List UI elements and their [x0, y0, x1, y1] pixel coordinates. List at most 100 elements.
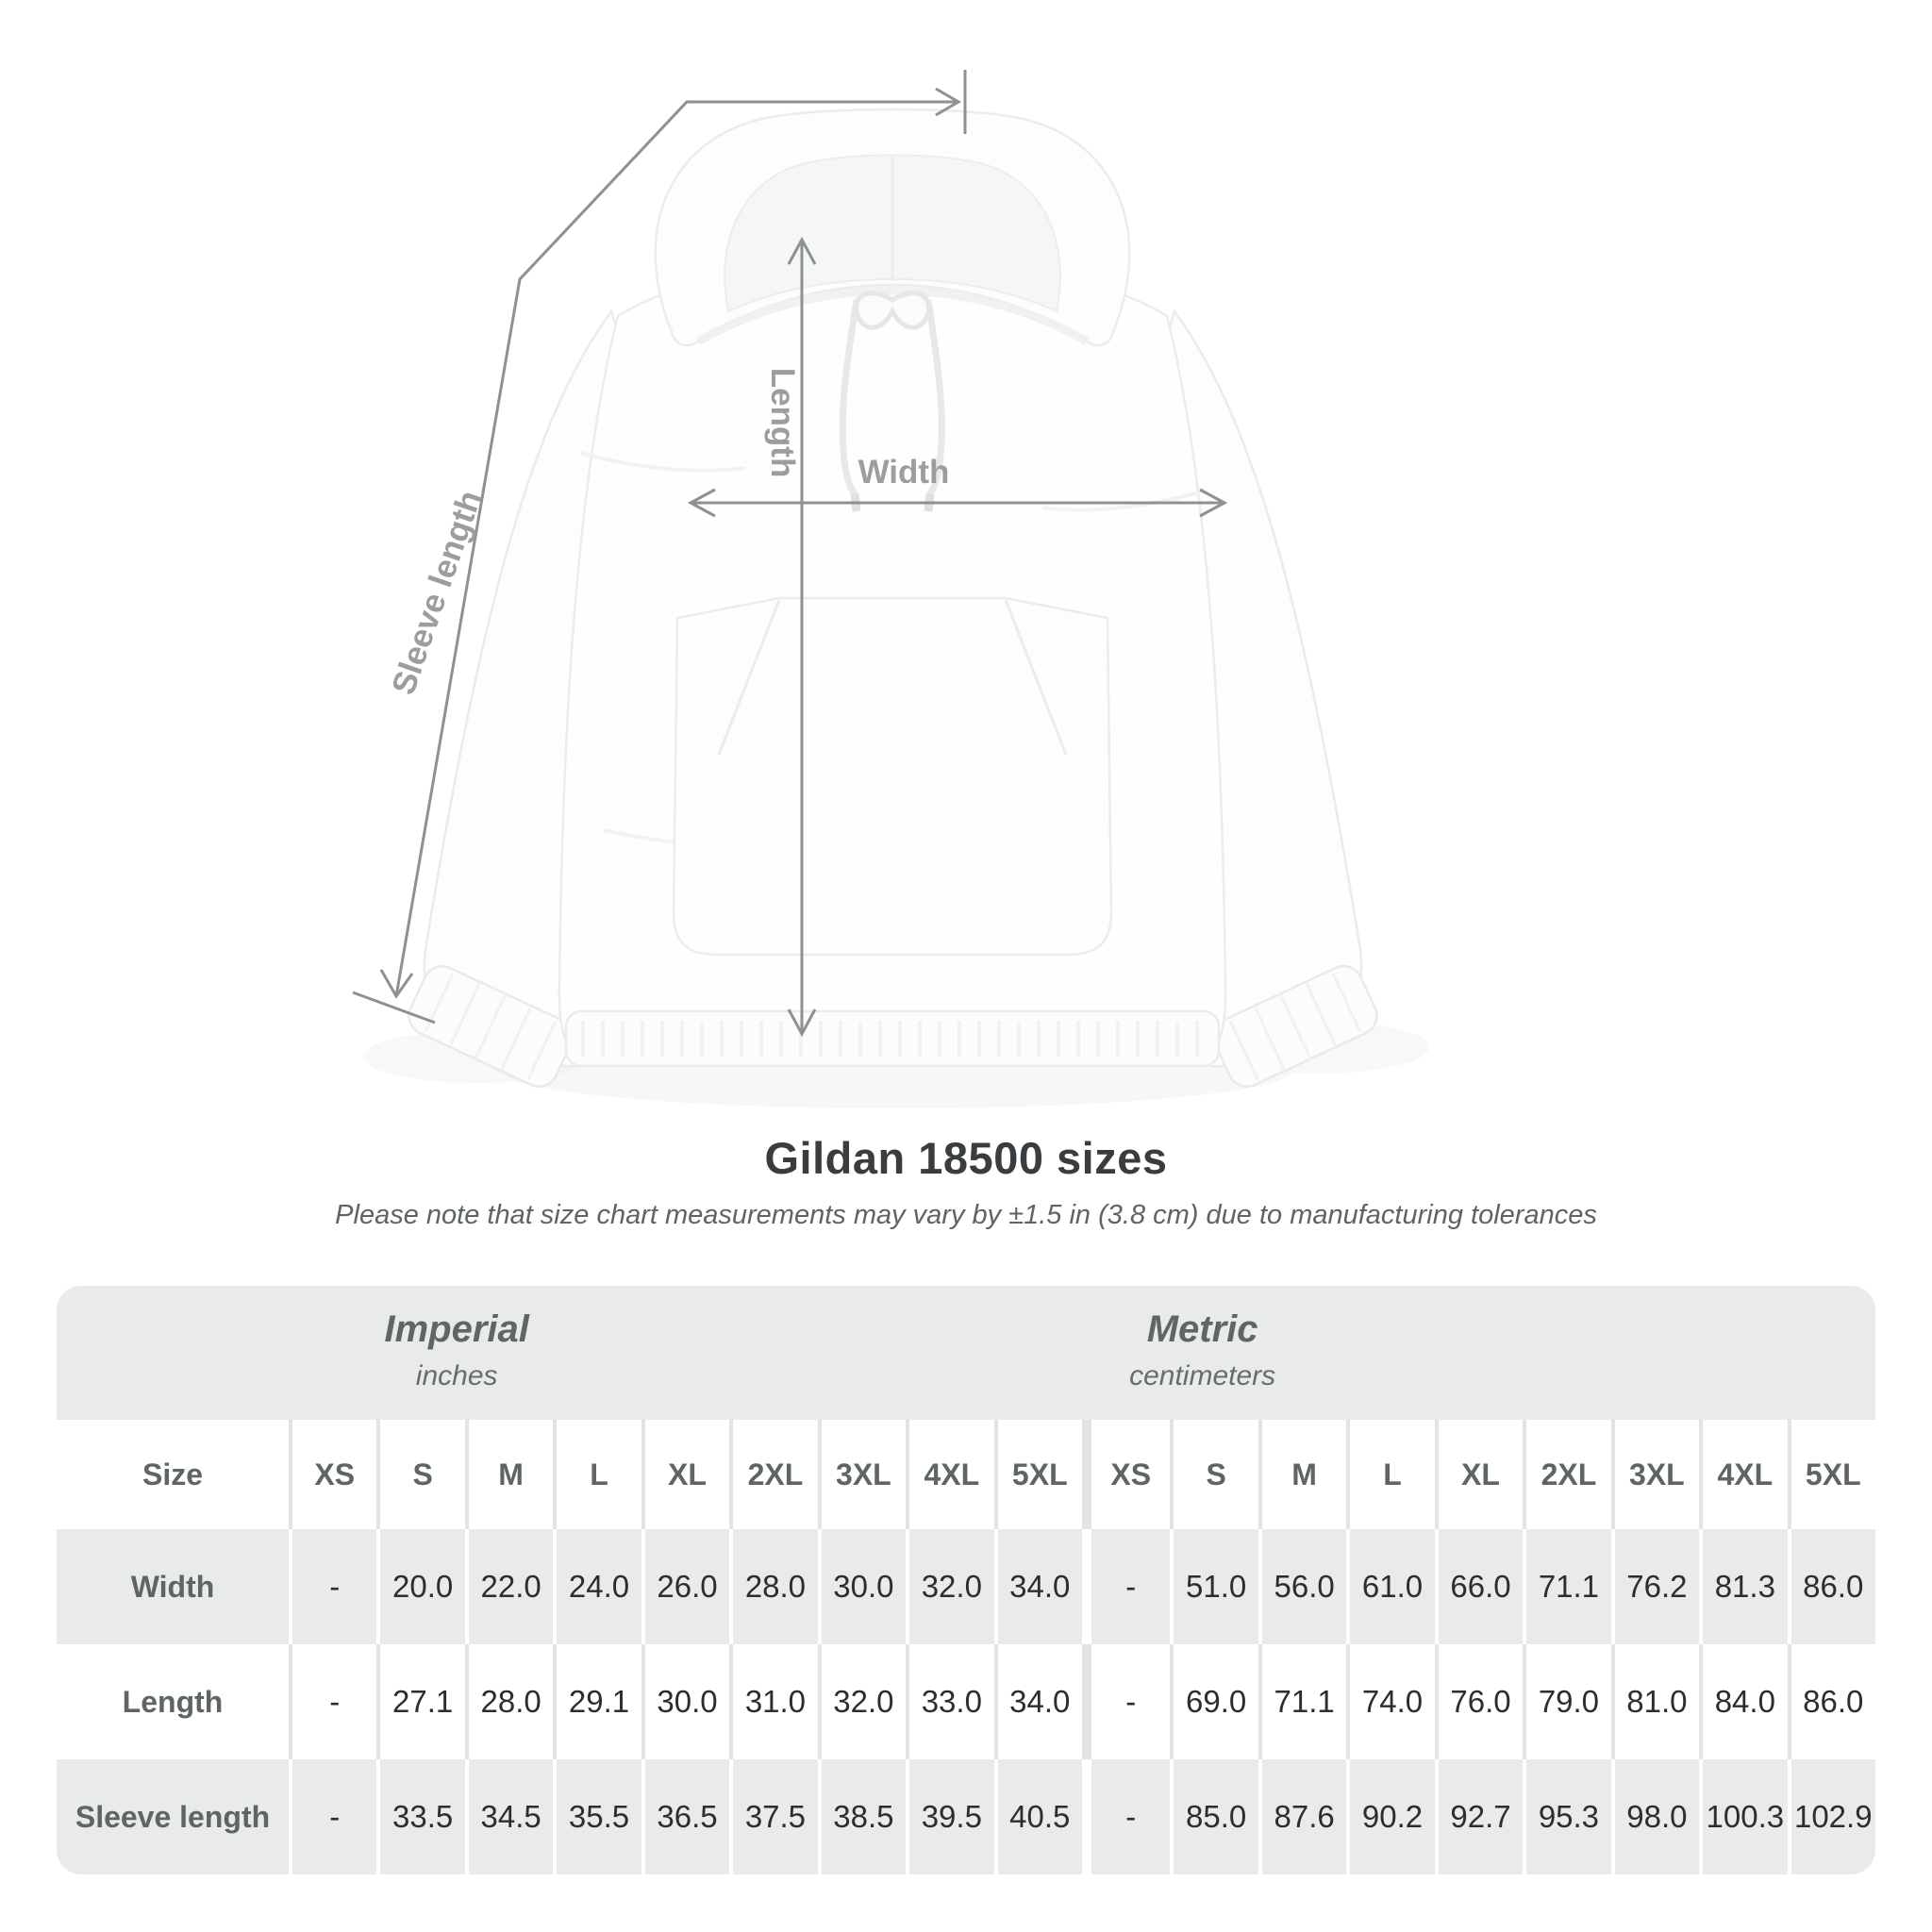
hoodie-illustration: Width Length Sleeve length [352, 70, 1378, 1089]
hoodie-drawstrings [839, 291, 945, 512]
measure-row-2-imperial-cell: 37.5 [729, 1759, 817, 1874]
measure-row-1-imperial-cell: 34.0 [993, 1644, 1082, 1759]
measure-row-1-imperial-cell: 31.0 [729, 1644, 817, 1759]
width-arrow [687, 488, 1228, 518]
size-col-metric-cell: 4XL [1699, 1420, 1787, 1529]
size-col-imperial-cell: 5XL [993, 1420, 1082, 1529]
measure-row-1-metric-cell: 86.0 [1787, 1644, 1875, 1759]
measure-row-0-metric-cell: 81.3 [1699, 1529, 1787, 1644]
metric-title: Metric [1146, 1308, 1258, 1350]
measure-row-0-metric-cell: 51.0 [1170, 1529, 1257, 1644]
measure-row-1-metric-cell: 69.0 [1170, 1644, 1257, 1759]
imperial-unit: inches [415, 1360, 498, 1391]
measure-row-1-metric-cell: 76.0 [1434, 1644, 1523, 1759]
size-header-row: Size XS S M L XL 2XL 3XL 4XL 5XL XS S M L XL 2XL 3XL 4XL 5… [57, 1420, 1875, 1529]
size-col-imperial-cell: 2XL [729, 1420, 817, 1529]
measure-row-2-imperial-cell: 38.5 [817, 1759, 906, 1874]
measure-row-1-metric-cell: - [1081, 1644, 1170, 1759]
measure-row-2-metric-cell: 102.9 [1787, 1759, 1875, 1874]
size-col-imperial-cell: 4XL [906, 1420, 993, 1529]
measure-row-1-metric-cell: 74.0 [1346, 1644, 1434, 1759]
sleeve-length-label: Sleeve length [385, 486, 489, 699]
measure-row-2-imperial-cell: 36.5 [641, 1759, 729, 1874]
measure-row-1-imperial-cell: 30.0 [641, 1644, 729, 1759]
measure-row-0-imperial-cell: 32.0 [906, 1529, 993, 1644]
measure-row-1-imperial-cell: 27.1 [376, 1644, 464, 1759]
measure-row-0-imperial-cell: 24.0 [553, 1529, 641, 1644]
measure-row-0-imperial-cell: 30.0 [817, 1529, 906, 1644]
size-col-metric-cell: L [1346, 1420, 1434, 1529]
sleeve-length-arrow [352, 70, 967, 1024]
measure-row-0-label: Width [130, 1569, 215, 1604]
hoodie-hem [564, 1009, 1221, 1068]
measure-row-0-metric-cell: 76.2 [1610, 1529, 1699, 1644]
measure-row-2-metric-cell: 87.6 [1257, 1759, 1346, 1874]
size-col-imperial-cell: XL [641, 1420, 729, 1529]
measure-row-1-imperial-cell: 29.1 [553, 1644, 641, 1759]
measure-row-0-imperial-cell: 26.0 [641, 1529, 729, 1644]
size-col-metric-cell: S [1170, 1420, 1257, 1529]
measure-row-1-imperial-cell: 32.0 [817, 1644, 906, 1759]
size-col-metric-cell: XL [1434, 1420, 1523, 1529]
measure-row-2-imperial-cell: 34.5 [464, 1759, 553, 1874]
measure-row-2-metric-cell: 98.0 [1610, 1759, 1699, 1874]
size-col-imperial-cell: M [464, 1420, 553, 1529]
imperial-header: Imperial inches [384, 1308, 528, 1392]
metric-unit: centimeters [1129, 1360, 1276, 1391]
measure-row-1-metric-cell: 79.0 [1523, 1644, 1610, 1759]
measure-row-2-metric-cell: 92.7 [1434, 1759, 1523, 1874]
measurement-arrows [352, 70, 1228, 1038]
tolerance-note: Please note that size chart measurements… [335, 1200, 1597, 1230]
size-col-label: Size [142, 1457, 204, 1491]
measure-row-1-imperial-cell: 33.0 [906, 1644, 993, 1759]
measure-row-1-metric-cell: 81.0 [1610, 1644, 1699, 1759]
measure-row-2-metric-cell: 85.0 [1170, 1759, 1257, 1874]
measure-row-0-metric-cell: - [1081, 1529, 1170, 1644]
hoodie-hood [654, 108, 1131, 347]
length-label: Length [764, 368, 801, 478]
hoodie-cuff-left [408, 964, 574, 1089]
measure-row-0-metric-cell: 86.0 [1787, 1529, 1875, 1644]
measure-row-2-metric-cell: 95.3 [1523, 1759, 1610, 1874]
measure-row-0-imperial-cell: 22.0 [464, 1529, 553, 1644]
size-col-metric-cell: XS [1081, 1420, 1170, 1529]
size-col-imperial-cell: S [376, 1420, 464, 1529]
measure-row-0-imperial-cell: 20.0 [376, 1529, 464, 1644]
width-label: Width [858, 454, 950, 491]
measure-row-2-imperial-cell: 35.5 [553, 1759, 641, 1874]
measure-row-0-imperial-cell: 34.0 [993, 1529, 1082, 1644]
size-col-imperial-cell: L [553, 1420, 641, 1529]
measure-row-2-imperial-cell: 33.5 [376, 1759, 464, 1874]
measure-row-2-imperial-cell: 40.5 [993, 1759, 1082, 1874]
page-title: Gildan 18500 sizes [764, 1133, 1168, 1183]
size-col-metric-cell: M [1257, 1420, 1346, 1529]
size-col-metric-cell: 5XL [1787, 1420, 1875, 1529]
measure-row-2-imperial-cell: - [289, 1759, 376, 1874]
table-row-length: Length -27.1 28.0 29.1 30.0 31.0 32.0 33.0 34.0-… [57, 1644, 1875, 1759]
table-row-width: Width -20.0 22.0 24.0 26.0 28.0 30.0 32.0 34.0-5… [57, 1529, 1875, 1644]
metric-header: Metric centimeters [1129, 1308, 1275, 1392]
measure-row-0-metric-cell: 56.0 [1257, 1529, 1346, 1644]
measure-row-2-metric-cell: 90.2 [1346, 1759, 1434, 1874]
size-col-imperial-cell: XS [289, 1420, 376, 1529]
table-row-sleeve: Sleeve length -33.5 34.5 35.5 36.5 37.5 38.5 39… [57, 1759, 1875, 1874]
measure-row-1-metric-cell: 84.0 [1699, 1644, 1787, 1759]
measure-row-2-metric-cell: 100.3 [1699, 1759, 1787, 1874]
hoodie-cuff-right [1212, 964, 1378, 1089]
measure-row-0-metric-cell: 66.0 [1434, 1529, 1523, 1644]
measure-row-0-imperial-cell: - [289, 1529, 376, 1644]
measure-row-1-label: Length [122, 1684, 224, 1719]
measure-row-1-imperial-cell: - [289, 1644, 376, 1759]
measure-row-2-label: Sleeve length [75, 1799, 271, 1834]
size-table: Imperial inches Metric centimeters Size X… [57, 1286, 1875, 1874]
imperial-title: Imperial [384, 1308, 529, 1350]
measure-row-1-metric-cell: 71.1 [1257, 1644, 1346, 1759]
measure-row-0-metric-cell: 71.1 [1523, 1529, 1610, 1644]
size-col-metric-cell: 2XL [1523, 1420, 1610, 1529]
size-col-metric-cell: 3XL [1610, 1420, 1699, 1529]
measure-row-0-imperial-cell: 28.0 [729, 1529, 817, 1644]
measure-row-2-metric-cell: - [1081, 1759, 1170, 1874]
hoodie-measurement-diagram: Width Length Sleeve length [352, 70, 1378, 1089]
unit-header-band: Imperial inches Metric centimeters [57, 1286, 1875, 1420]
measure-row-1-imperial-cell: 28.0 [464, 1644, 553, 1759]
